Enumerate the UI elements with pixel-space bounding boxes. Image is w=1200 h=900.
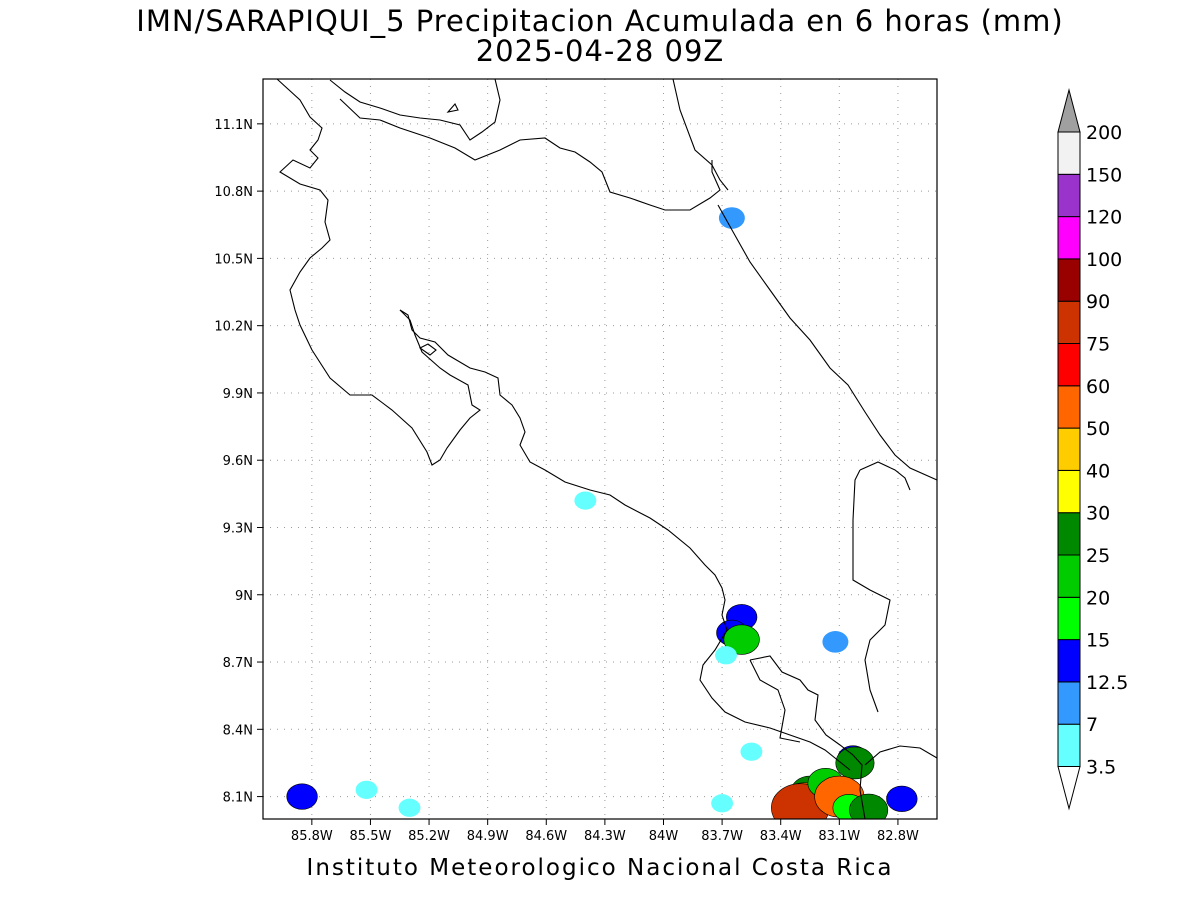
y-tick-label: 8.1N bbox=[223, 791, 253, 806]
legend-arrow-top bbox=[1057, 88, 1081, 133]
precip-cell bbox=[715, 646, 737, 665]
y-tick-label: 8.4N bbox=[223, 723, 253, 738]
map-grid bbox=[263, 79, 937, 819]
map-subtitle-date: 2025-04-28 09Z bbox=[475, 34, 725, 68]
y-tick-label: 9.3N bbox=[223, 521, 253, 536]
x-tick-label: 83.4W bbox=[760, 829, 802, 844]
legend-swatch bbox=[1057, 681, 1081, 725]
legend-label: 12.5 bbox=[1086, 672, 1128, 694]
legend-label: 100 bbox=[1086, 249, 1122, 271]
legend-arrow-bottom bbox=[1057, 766, 1081, 811]
map-background bbox=[263, 79, 937, 819]
y-tick-label: 9N bbox=[235, 589, 253, 604]
legend-label: 75 bbox=[1086, 334, 1110, 356]
x-tick-label: 84.9W bbox=[467, 829, 509, 844]
legend-swatch bbox=[1057, 427, 1081, 471]
legend-swatch bbox=[1057, 469, 1081, 514]
legend-swatch bbox=[1057, 639, 1081, 683]
legend-swatch bbox=[1057, 512, 1081, 556]
precip-cell bbox=[723, 624, 760, 655]
map-title: IMN/SARAPIQUI_5 Precipitacion Acumulada … bbox=[136, 4, 1064, 38]
y-tick-label: 11.1N bbox=[214, 118, 253, 133]
legend-label: 60 bbox=[1086, 376, 1110, 398]
map-panel: 85.8W 85.5W 85.2W 84.9W 84.6W 84.3W 84W 83.7W 83… bbox=[214, 78, 938, 844]
legend-label: 50 bbox=[1086, 418, 1110, 440]
legend-swatch bbox=[1057, 723, 1081, 768]
coastline bbox=[276, 78, 938, 820]
latitude-axis: 11.1N 10.8N 10.5N 10.2N 9.9N 9.6N 9.3N 9N 8.7N 8.… bbox=[214, 118, 263, 806]
y-tick-label: 10.8N bbox=[214, 185, 253, 200]
legend-swatch bbox=[1057, 258, 1081, 302]
credit-text: Instituto Meteorologico Nacional Costa R… bbox=[306, 855, 894, 881]
legend-swatch bbox=[1057, 131, 1081, 175]
legend-label: 40 bbox=[1086, 460, 1110, 482]
legend-swatch bbox=[1057, 596, 1081, 641]
legend-label: 15 bbox=[1086, 630, 1110, 652]
precip-cell bbox=[849, 793, 889, 819]
x-tick-label: 84.3W bbox=[584, 829, 626, 844]
precip-cell bbox=[718, 207, 745, 229]
y-tick-label: 9.9N bbox=[223, 387, 253, 402]
legend-label: 120 bbox=[1086, 207, 1122, 229]
color-bar-legend: 3.5 7 12.5 15 20 25 30 40 50 60 75 90 100 120 150 200 bbox=[1057, 88, 1128, 811]
legend-label: 30 bbox=[1086, 503, 1110, 525]
y-tick-label: 10.5N bbox=[214, 252, 253, 267]
legend-label: 20 bbox=[1086, 587, 1110, 609]
precip-cell bbox=[886, 785, 918, 812]
precipitation-contours bbox=[286, 207, 918, 819]
precip-cell bbox=[835, 746, 875, 780]
precip-cell bbox=[398, 798, 421, 817]
legend-swatch bbox=[1057, 385, 1081, 429]
precip-cell bbox=[740, 742, 763, 761]
x-tick-label: 84.6W bbox=[525, 829, 567, 844]
legend-swatch bbox=[1057, 216, 1081, 260]
x-tick-label: 83.7W bbox=[701, 829, 743, 844]
legend-swatch bbox=[1057, 173, 1081, 218]
precip-cell bbox=[574, 491, 597, 510]
legend-label: 3.5 bbox=[1086, 757, 1116, 779]
legend-swatch bbox=[1057, 343, 1081, 387]
longitude-axis: 85.8W 85.5W 85.2W 84.9W 84.6W 84.3W 84W 83.7W 83… bbox=[291, 819, 919, 844]
legend-label: 7 bbox=[1086, 714, 1098, 736]
legend-swatch bbox=[1057, 300, 1081, 345]
x-tick-label: 82.8W bbox=[877, 829, 919, 844]
legend-label: 150 bbox=[1086, 164, 1122, 186]
legend-swatch bbox=[1057, 554, 1081, 598]
precip-cell bbox=[822, 631, 849, 653]
x-tick-label: 84W bbox=[649, 829, 679, 844]
precip-cell bbox=[286, 783, 318, 810]
legend-label: 90 bbox=[1086, 291, 1110, 313]
x-tick-label: 85.5W bbox=[350, 829, 392, 844]
precip-cell bbox=[711, 794, 734, 813]
y-tick-label: 9.6N bbox=[223, 454, 253, 469]
legend-label: 200 bbox=[1086, 122, 1122, 144]
y-tick-label: 10.2N bbox=[214, 320, 253, 335]
x-tick-label: 85.2W bbox=[408, 829, 450, 844]
x-tick-label: 83.1W bbox=[818, 829, 860, 844]
map-frame bbox=[262, 78, 938, 820]
x-tick-label: 85.8W bbox=[291, 829, 333, 844]
precip-cell bbox=[355, 780, 378, 799]
legend-label: 25 bbox=[1086, 545, 1110, 567]
y-tick-label: 8.7N bbox=[223, 656, 253, 671]
